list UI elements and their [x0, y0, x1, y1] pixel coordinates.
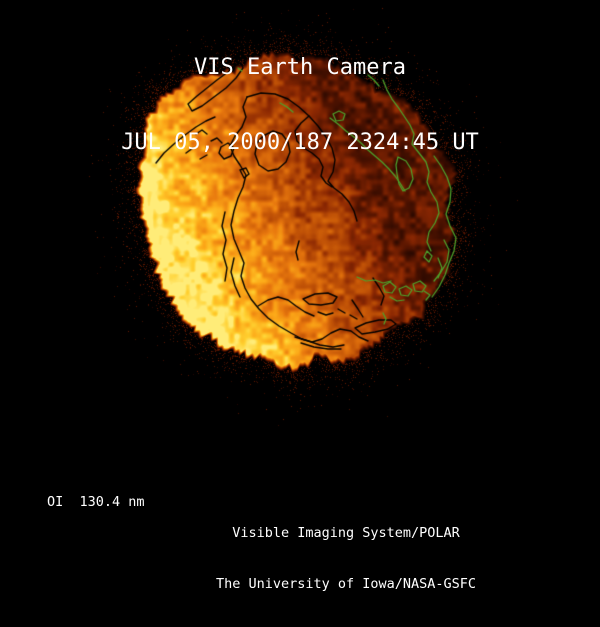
observation-timestamp: JUL 05, 2000/187 2324:45 UT [121, 130, 479, 155]
title-block: VIS Earth Camera JUL 05, 2000/187 2324:4… [0, 5, 600, 205]
wavelength-label: OI 130.4 nm [47, 494, 145, 510]
instrument-label: Visible Imaging System/POLAR [232, 525, 460, 541]
institution-label: The University of Iowa/NASA-GSFC [215, 576, 477, 592]
vis-earth-camera-frame: VIS Earth Camera JUL 05, 2000/187 2324:4… [0, 0, 600, 592]
credit-block: Visible Imaging System/POLAR The Univers… [186, 491, 506, 627]
camera-title: VIS Earth Camera [194, 55, 406, 80]
earth-uv-image [0, 0, 600, 545]
